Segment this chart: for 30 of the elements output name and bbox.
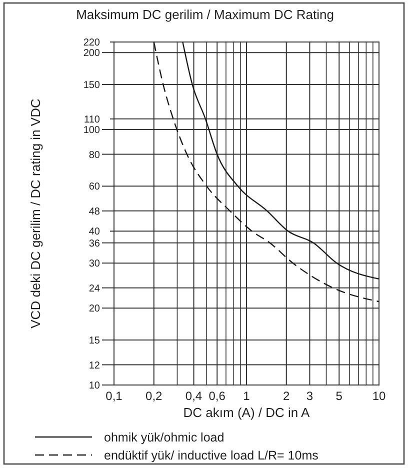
x-tick-label: 10 [372, 389, 386, 403]
y-tick-label: 10 [88, 380, 100, 392]
x-tick-label: 0,2 [146, 389, 163, 403]
y-tick-label: 24 [88, 283, 100, 294]
y-tick-label: 48 [88, 206, 100, 218]
y-tick-label: 80 [88, 150, 100, 161]
y-tick-label: 220 [83, 38, 100, 48]
x-tick-label: 1 [243, 389, 250, 403]
legend-label: ohmik yük/ohmic load [104, 430, 224, 444]
chart-title: Maksimum DC gerilim / Maximum DC Rating [76, 7, 334, 22]
y-tick-label: 36 [88, 238, 100, 250]
x-tick-label: 0,4 [185, 389, 202, 403]
y-tick-label: 12 [88, 360, 100, 372]
x-tick-label: 0,6 [208, 389, 226, 403]
y-axis-title: VCD deki DC gerilim / DC rating in VDC [28, 98, 43, 328]
y-tick-label: 30 [88, 258, 100, 270]
legend-label: endüktif yük/ inductive load L/R= 10ms [104, 448, 318, 462]
x-tick-label: 0,1 [106, 389, 123, 403]
x-tick-label: 5 [336, 389, 343, 403]
y-tick-label: 20 [88, 304, 100, 315]
x-tick-label: 2 [283, 389, 290, 403]
y-tick-label: 200 [83, 48, 100, 60]
y-tick-label: 15 [88, 336, 100, 347]
y-tick-label: 110 [84, 114, 100, 126]
y-tick-label: 100 [83, 124, 100, 136]
y-tick-label: 40 [88, 226, 100, 238]
x-axis-title: DC akım (A) / DC in A [183, 405, 310, 420]
y-tick-label: 60 [88, 182, 100, 193]
y-tick-label: 150 [83, 80, 100, 91]
x-tick-label: 3 [306, 389, 314, 403]
